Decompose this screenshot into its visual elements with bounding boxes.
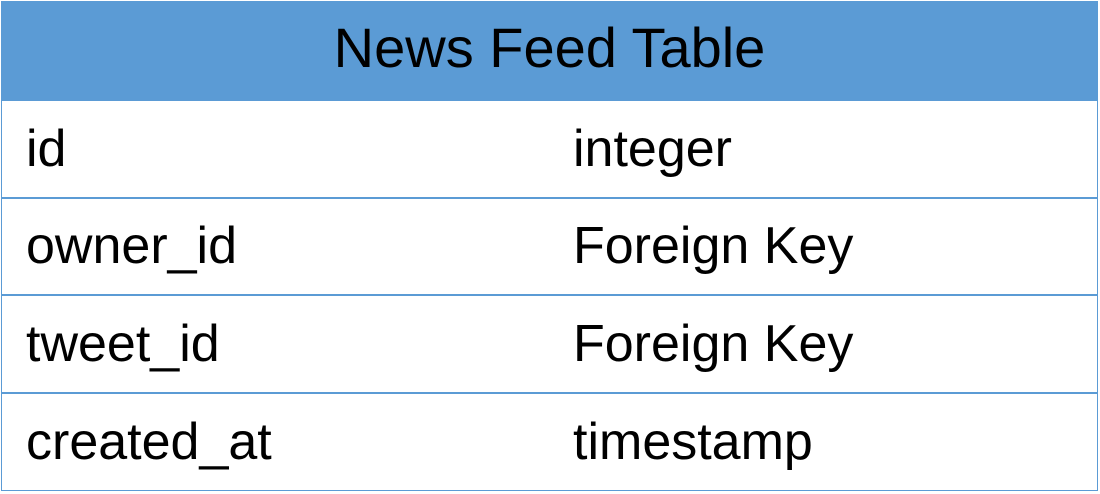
table-header: News Feed Table <box>2 2 1097 101</box>
field-name: created_at <box>26 413 272 472</box>
field-type: integer <box>573 119 732 178</box>
field-name: tweet_id <box>26 314 220 373</box>
field-type: timestamp <box>573 413 813 472</box>
table-title: News Feed Table <box>333 16 766 79</box>
field-type: Foreign Key <box>573 217 854 276</box>
field-name: owner_id <box>26 217 238 276</box>
table-row: owner_id Foreign Key <box>2 199 1097 296</box>
field-type: Foreign Key <box>573 314 854 373</box>
table-row: tweet_id Foreign Key <box>2 296 1097 394</box>
table-row: created_at timestamp <box>2 394 1097 492</box>
field-name: id <box>26 119 67 178</box>
table-row: id integer <box>2 101 1097 199</box>
